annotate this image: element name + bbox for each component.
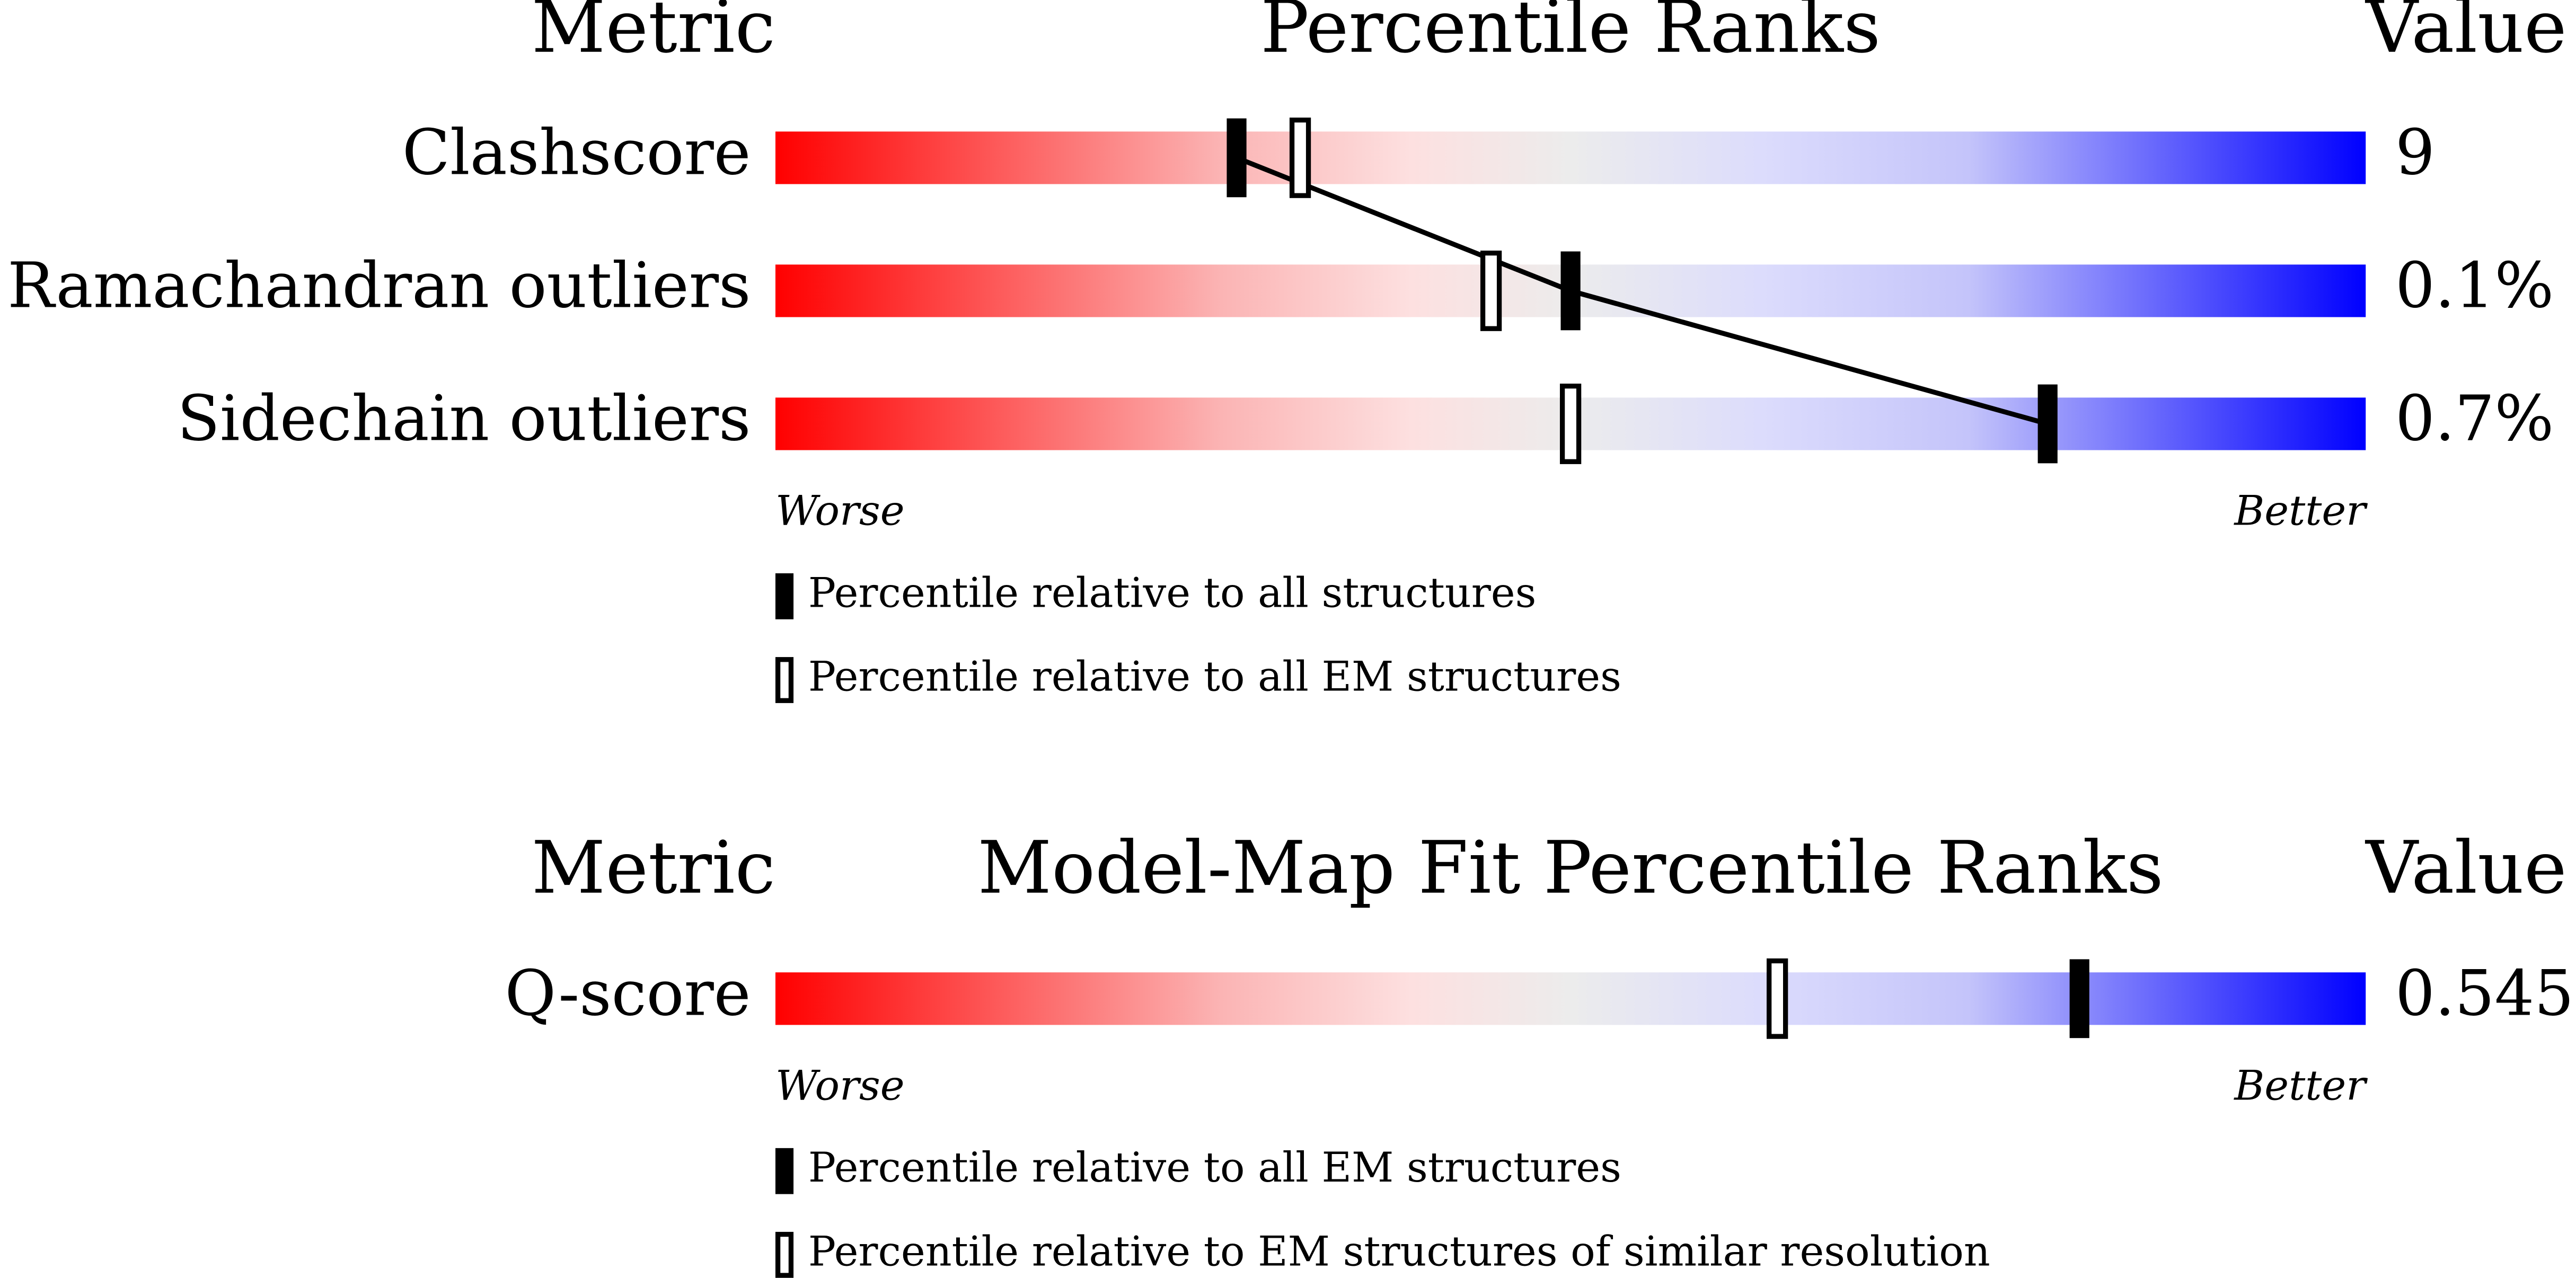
chart-title: Percentile Ranks	[1260, 0, 1881, 69]
header-metric: Metric	[532, 0, 775, 69]
percentile-marker	[1559, 384, 1582, 464]
better-label: Better	[2233, 487, 2368, 535]
worse-label: Worse	[775, 1062, 905, 1110]
metric-label: Q-score	[505, 957, 751, 1030]
header-metric: Metric	[532, 826, 775, 910]
legend-icon	[775, 573, 794, 619]
metric-label: Ramachandran outliers	[7, 249, 751, 322]
percentile-marker	[1289, 117, 1311, 198]
worse-label: Worse	[775, 487, 905, 535]
metric-value: 9	[2395, 116, 2435, 189]
legend-text: Percentile relative to all structures	[808, 569, 1536, 617]
chart-title: Model-Map Fit Percentile Ranks	[977, 826, 2163, 910]
legend-text: Percentile relative to all EM structures	[808, 1144, 1621, 1192]
legend-text: Percentile relative to EM structures of …	[808, 1228, 1990, 1275]
percentile-marker	[1227, 118, 1247, 198]
legend-icon	[775, 1148, 794, 1194]
legend-icon	[775, 657, 794, 703]
metric-label: Clashscore	[402, 116, 751, 189]
percentile-marker	[1767, 958, 1788, 1039]
better-label: Better	[2233, 1062, 2368, 1110]
percentile-marker	[1480, 250, 1502, 331]
percentile-marker	[1560, 251, 1581, 331]
metric-value: 0.1%	[2395, 249, 2554, 322]
metric-value: 0.7%	[2395, 383, 2554, 455]
percentile-marker	[2069, 959, 2089, 1039]
header-value: Value	[2365, 0, 2566, 69]
legend-icon	[775, 1231, 794, 1278]
legend-text: Percentile relative to all EM structures	[808, 653, 1621, 700]
percentile-marker	[2037, 384, 2058, 464]
metric-value: 0.545	[2395, 957, 2574, 1030]
header-value: Value	[2365, 826, 2566, 910]
gradient-bar	[775, 131, 2366, 184]
gradient-bar	[775, 972, 2366, 1025]
metric-label: Sidechain outliers	[177, 383, 751, 455]
